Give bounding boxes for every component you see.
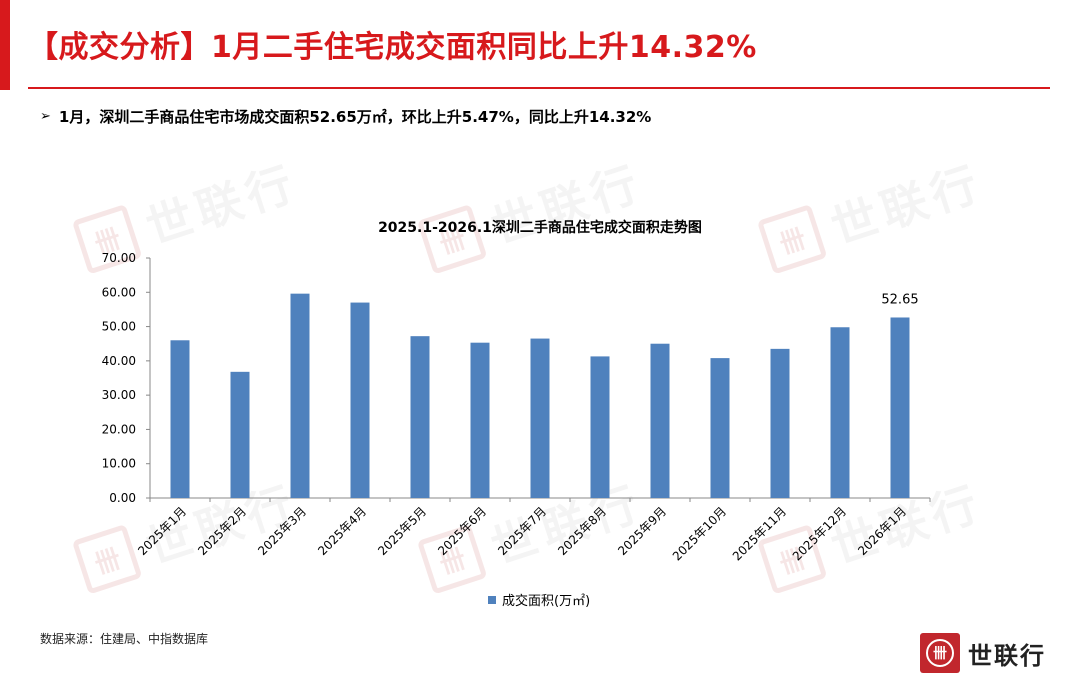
y-tick-label: 70.00	[102, 251, 136, 265]
x-tick-label: 2025年6月	[435, 504, 489, 558]
y-tick-label: 20.00	[102, 422, 136, 436]
x-tick-label: 2025年3月	[255, 504, 309, 558]
bar	[170, 340, 190, 498]
arrow-right-icon: ➢	[40, 109, 51, 124]
x-tick-label: 2025年1月	[135, 504, 189, 558]
bar	[350, 302, 370, 498]
bar	[590, 356, 610, 498]
y-tick-label: 50.00	[102, 320, 136, 334]
company-logo: 卌 世联行	[920, 633, 1046, 673]
y-tick-label: 0.00	[109, 491, 136, 505]
x-tick-label: 2025年4月	[315, 504, 369, 558]
page-title: 【成交分析】1月二手住宅成交面积同比上升14.32%	[28, 30, 757, 65]
data-source-note: 数据来源：住建局、中指数据库	[40, 632, 209, 646]
logo-seal-glyph: 卌	[926, 639, 954, 667]
legend-label: 成交面积(万㎡)	[502, 593, 590, 609]
y-tick-label: 30.00	[102, 388, 136, 402]
bar	[470, 342, 490, 498]
x-tick-label: 2025年11月	[730, 504, 789, 563]
bar	[830, 327, 850, 498]
x-tick-label: 2025年5月	[375, 504, 429, 558]
logo-text: 世联行	[968, 641, 1046, 670]
bar	[770, 348, 790, 498]
chart-title: 2025.1-2026.1深圳二手商品住宅成交面积走势图	[378, 219, 702, 236]
header-accent-bar	[0, 0, 10, 90]
x-tick-label: 2025年2月	[195, 504, 249, 558]
title-divider	[28, 87, 1050, 89]
bar	[290, 293, 310, 498]
x-tick-label: 2026年1月	[855, 504, 909, 558]
y-tick-label: 10.00	[102, 457, 136, 471]
x-tick-label: 2025年10月	[670, 504, 729, 563]
logo-seal-icon: 卌	[920, 633, 960, 673]
bar	[410, 336, 430, 498]
x-tick-label: 2025年12月	[790, 504, 849, 563]
bar	[650, 343, 670, 498]
summary-text: 1月，深圳二手商品住宅市场成交面积52.65万㎡，环比上升5.47%，同比上升1…	[58, 108, 652, 126]
bar	[530, 338, 550, 498]
legend-swatch	[488, 596, 496, 604]
x-tick-label: 2025年9月	[615, 504, 669, 558]
bar	[710, 358, 730, 498]
y-tick-label: 40.00	[102, 354, 136, 368]
bar	[230, 371, 250, 498]
y-tick-label: 60.00	[102, 285, 136, 299]
x-tick-label: 2025年7月	[495, 504, 549, 558]
x-tick-label: 2025年8月	[555, 504, 609, 558]
bar	[890, 317, 910, 498]
summary-line: ➢ 1月，深圳二手商品住宅市场成交面积52.65万㎡，环比上升5.47%，同比上…	[40, 106, 651, 127]
data-label: 52.65	[881, 292, 918, 307]
